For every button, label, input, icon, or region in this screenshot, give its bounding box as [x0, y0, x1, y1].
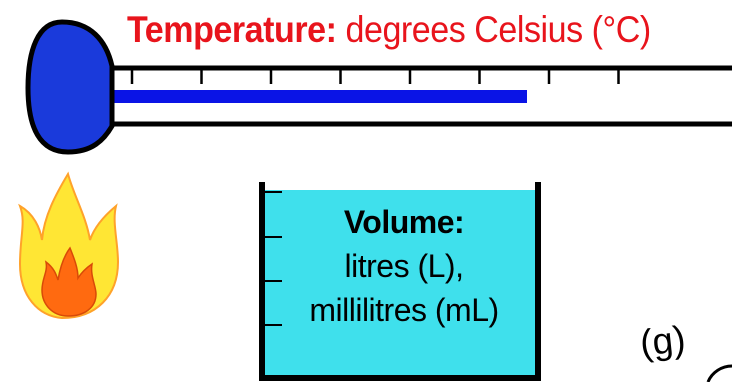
beaker-icon	[259, 182, 541, 381]
beaker-outline	[259, 182, 541, 381]
volume-unit-litres: litres (L),	[344, 248, 464, 284]
thermometer-mercury	[100, 90, 527, 103]
mass-unit-label: (g)	[638, 318, 688, 364]
flame-inner	[41, 246, 97, 317]
thermometer-ticks	[130, 70, 620, 84]
temperature-label: Temperature: degrees Celsius (°C)	[127, 8, 651, 52]
thermometer-bulb	[25, 19, 115, 155]
volume-label: Volume: litres (L), millilitres (mL)	[270, 200, 538, 332]
volume-unit-millilitres: millilitres (mL)	[309, 292, 499, 328]
temperature-label-unit: degrees Celsius (°C)	[336, 9, 651, 50]
balance-edge	[706, 364, 732, 382]
temperature-label-bold: Temperature:	[127, 9, 337, 50]
thermometer-icon	[25, 19, 732, 155]
flame-icon	[18, 171, 120, 320]
volume-heading: Volume:	[343, 204, 465, 240]
beaker-liquid	[262, 190, 538, 376]
